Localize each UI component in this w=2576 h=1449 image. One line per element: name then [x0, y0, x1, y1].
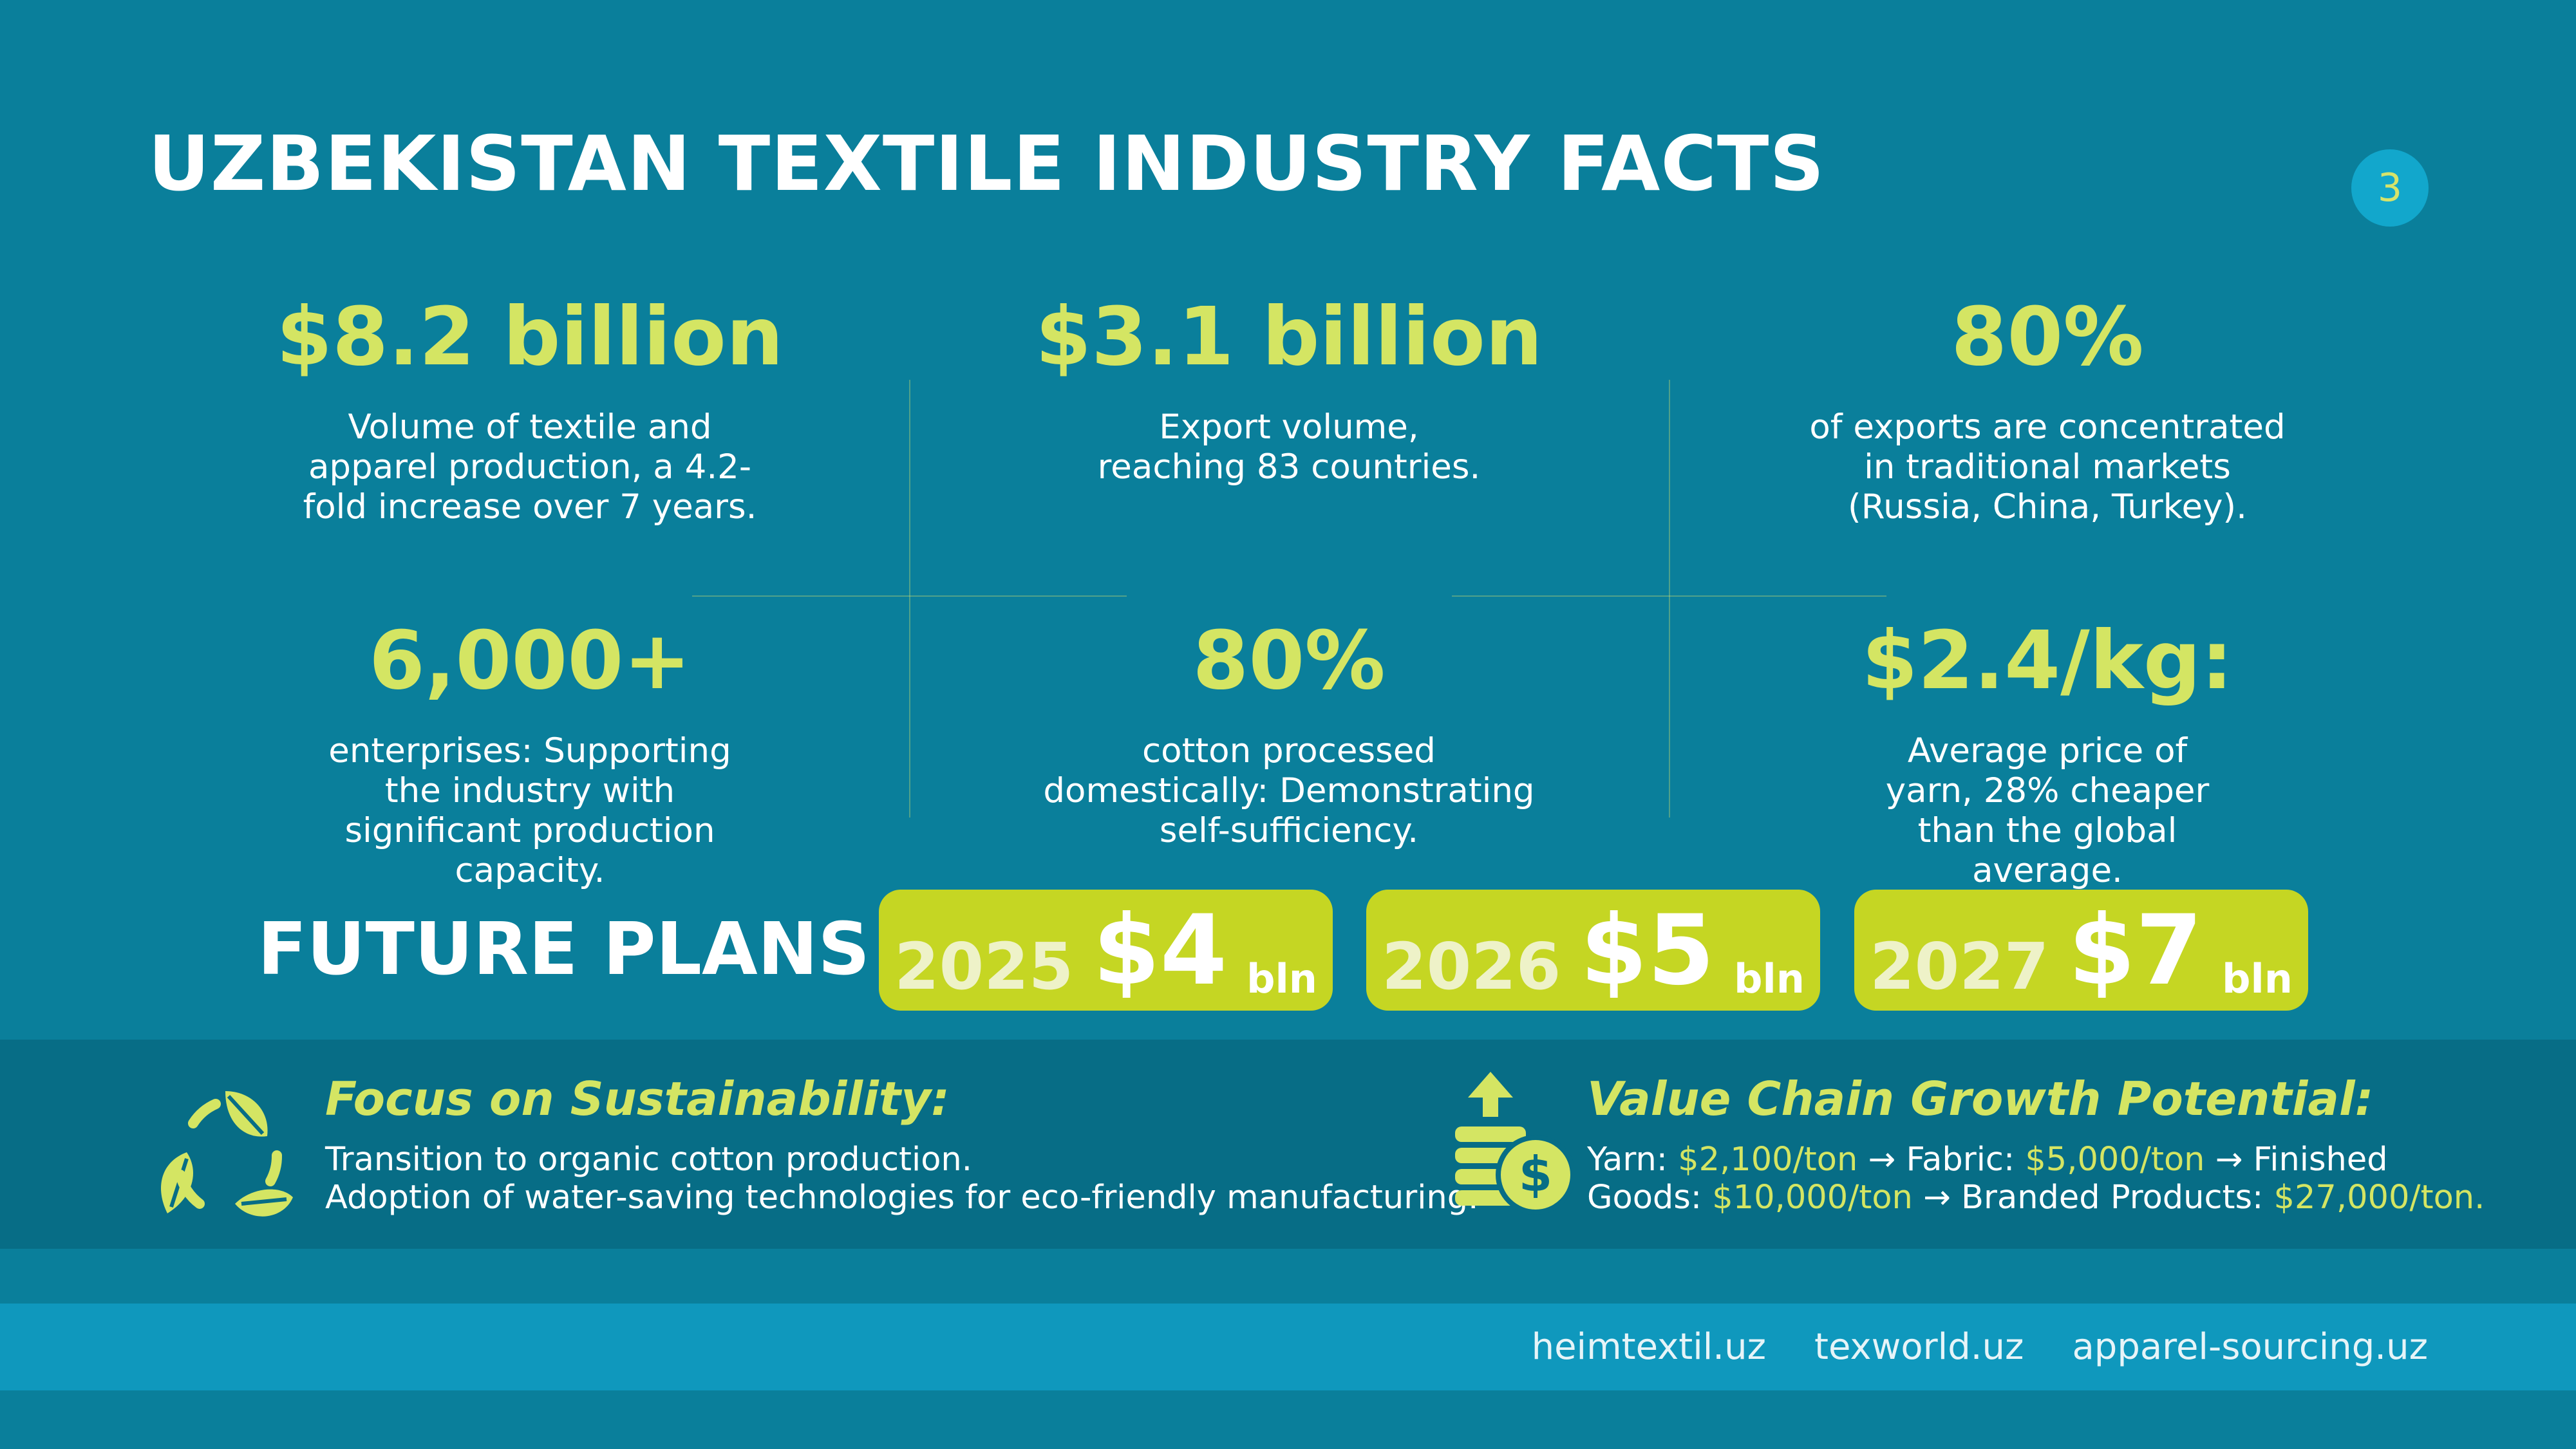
plan-year: 2026: [1382, 929, 1561, 1004]
value-chain-title: Value Chain Growth Potential:: [1587, 1072, 2374, 1126]
plan-amount: $7: [2068, 895, 2203, 1007]
fact-export-markets: 80% of exports are concentrated in tradi…: [1725, 293, 2369, 527]
fact-description: cotton processed domestically: Demonstra…: [1043, 731, 1535, 850]
plan-badge-2027: 2027 $7 bln: [1854, 890, 2308, 1011]
label: → Finished: [2205, 1141, 2388, 1179]
grid-divider-vertical: [909, 380, 910, 818]
fact-value: $8.2 billion: [276, 290, 784, 384]
label: Yarn:: [1587, 1141, 1678, 1179]
fact-description: Export volume, reaching 83 countries.: [1097, 407, 1481, 487]
sustainability-line-2: Adoption of water-saving technologies fo…: [325, 1179, 1479, 1217]
price: $2,100/ton: [1678, 1141, 1858, 1179]
fact-description: Volume of textile and apparel production…: [303, 407, 757, 527]
fact-cotton: 80% cotton processed domestically: Demon…: [967, 617, 1611, 851]
fact-description: enterprises: Supporting the industry wit…: [328, 731, 731, 890]
footer-links: heimtextil.uz texworld.uz apparel-sourci…: [1532, 1304, 2428, 1390]
value-chain-line-1: Yarn: $2,100/ton → Fabric: $5,000/ton → …: [1587, 1141, 2388, 1179]
recycle-leaves-icon: [161, 1091, 293, 1217]
label: → Branded Products:: [1912, 1179, 2274, 1217]
plan-year: 2025: [894, 929, 1074, 1004]
svg-text:$: $: [1519, 1146, 1552, 1202]
fact-value: $3.1 billion: [1035, 290, 1543, 384]
label: → Fabric:: [1857, 1141, 2026, 1179]
grid-divider-vertical: [1669, 380, 1670, 818]
plan-amount: $5: [1580, 895, 1715, 1007]
fact-value: 80%: [1192, 614, 1386, 707]
fact-value: 6,000+: [368, 614, 691, 707]
value-chain-line-2: Goods: $10,000/ton → Branded Products: $…: [1587, 1179, 2485, 1217]
fact-production: $8.2 billion Volume of textile and appar…: [208, 293, 852, 527]
price: $10,000/ton: [1712, 1179, 1913, 1217]
fact-value: $2.4/kg:: [1861, 614, 2233, 707]
grid-divider-horizontal: [692, 595, 1127, 597]
sustainability-title: Focus on Sustainability:: [325, 1072, 950, 1126]
plan-amount: $4: [1093, 895, 1228, 1007]
plan-unit: bln: [1734, 955, 1805, 1002]
fact-description: Average price of yarn, 28% cheaper than …: [1885, 731, 2210, 890]
footer-link-texworld[interactable]: texworld.uz: [1814, 1326, 2024, 1368]
money-growth-icon: $: [1455, 1072, 1574, 1215]
future-plans-title: FUTURE PLANS: [258, 908, 870, 991]
footer-link-apparel-sourcing[interactable]: apparel-sourcing.uz: [2072, 1326, 2428, 1368]
plan-unit: bln: [2222, 955, 2293, 1002]
plan-badge-2026: 2026 $5 bln: [1366, 890, 1820, 1011]
fact-value: 80%: [1951, 290, 2144, 384]
page-title: UZBEKISTAN TEXTILE INDUSTRY FACTS: [148, 119, 1825, 208]
fact-description: of exports are concentrated in tradition…: [1809, 407, 2286, 527]
plan-unit: bln: [1246, 955, 1317, 1002]
footer-bar: heimtextil.uz texworld.uz apparel-sourci…: [0, 1304, 2576, 1390]
page-number-badge: 3: [2351, 149, 2429, 227]
highlights-band: [0, 1040, 2576, 1249]
label: Goods:: [1587, 1179, 1713, 1217]
price: $27,000/ton.: [2273, 1179, 2485, 1217]
plan-year: 2027: [1870, 929, 2049, 1004]
plan-badge-2025: 2025 $4 bln: [879, 890, 1333, 1011]
footer-link-heimtextil[interactable]: heimtextil.uz: [1531, 1326, 1766, 1368]
sustainability-line-1: Transition to organic cotton production.: [325, 1141, 972, 1179]
price: $5,000/ton: [2025, 1141, 2205, 1179]
grid-divider-horizontal: [1452, 595, 1886, 597]
fact-yarn-price: $2.4/kg: Average price of yarn, 28% chea…: [1725, 617, 2369, 891]
fact-export: $3.1 billion Export volume, reaching 83 …: [967, 293, 1611, 487]
fact-enterprises: 6,000+ enterprises: Supporting the indus…: [208, 617, 852, 891]
